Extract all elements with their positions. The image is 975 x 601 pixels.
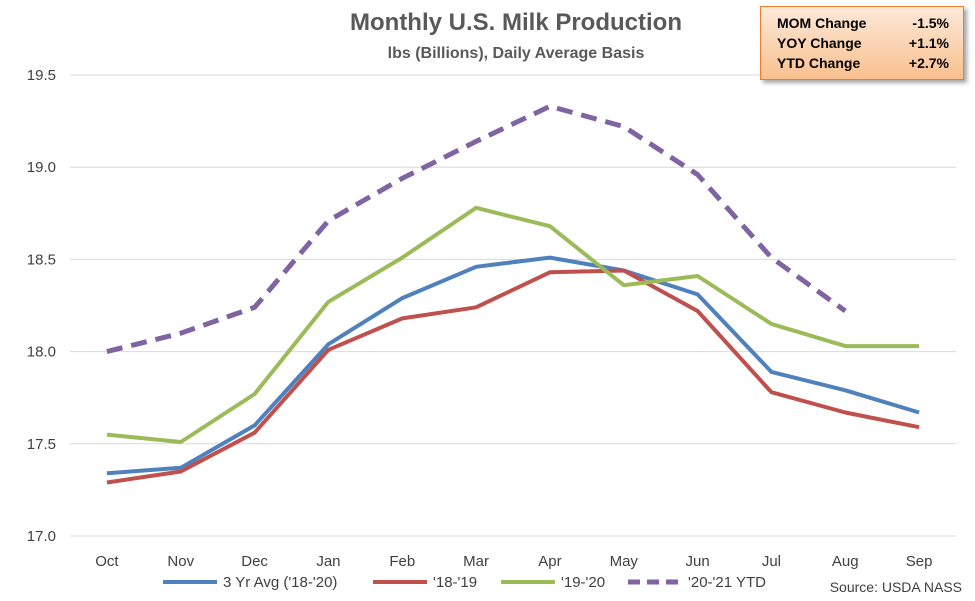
x-tick-label: May (610, 553, 639, 570)
x-tick-label: Jan (316, 553, 340, 570)
stats-box: MOM Change -1.5% YOY Change +1.1% YTD Ch… (760, 6, 964, 80)
stat-label: YOY Change (777, 35, 862, 51)
x-axis-ticks: Oct Nov Dec Jan Feb Mar Apr May Jun Jul Aug Sep (95, 553, 932, 570)
stat-value: +2.7% (908, 55, 949, 71)
legend-label: '19-'20 (561, 574, 605, 591)
x-tick-label: Mar (463, 553, 489, 570)
gridlines (70, 74, 956, 537)
y-tick-label: 19.5 (27, 67, 56, 84)
stat-row-yoy: YOY Change +1.1% (777, 35, 949, 55)
x-tick-label: Dec (241, 553, 268, 570)
series-lines (106, 103, 920, 485)
stat-row-mom: MOM Change -1.5% (777, 15, 949, 35)
legend: 3 Yr Avg ('18-'20) '18-'19 '19-'20 '20-'21 … (163, 574, 766, 591)
x-tick-label: Feb (389, 553, 415, 570)
series-line-2 (106, 205, 920, 444)
x-tick-label: Sep (906, 553, 933, 570)
chart-title: Monthly U.S. Milk Production (350, 9, 682, 36)
x-tick-label: Aug (832, 553, 859, 570)
legend-label: '18-'19 (433, 574, 477, 591)
series-line-3 (106, 103, 847, 355)
source-note: Source: USDA NASS (830, 579, 962, 595)
stat-label: MOM Change (777, 15, 867, 31)
chart-subtitle: lbs (Billions), Daily Average Basis (388, 45, 645, 62)
stat-value: -1.5% (912, 15, 949, 31)
x-tick-label: Jun (685, 553, 709, 570)
y-tick-label: 18.5 (27, 251, 56, 268)
x-tick-label: Nov (167, 553, 194, 570)
y-tick-label: 18.0 (27, 344, 56, 361)
series-line-1 (106, 268, 920, 485)
y-axis-ticks: 17.0 17.5 18.0 18.5 19.0 19.5 (27, 67, 56, 545)
stat-value: +1.1% (908, 35, 949, 51)
stat-label: YTD Change (777, 55, 861, 71)
y-tick-label: 17.0 (27, 528, 56, 545)
series-line-0 (106, 255, 920, 476)
legend-label: 3 Yr Avg ('18-'20) (223, 574, 337, 591)
y-tick-label: 17.5 (27, 436, 56, 453)
stat-row-ytd: YTD Change +2.7% (777, 55, 949, 75)
y-tick-label: 19.0 (27, 159, 56, 176)
x-tick-label: Oct (95, 553, 119, 570)
x-tick-label: Jul (762, 553, 781, 570)
x-tick-label: Apr (538, 553, 561, 570)
legend-label: '20-'21 YTD (688, 574, 766, 591)
